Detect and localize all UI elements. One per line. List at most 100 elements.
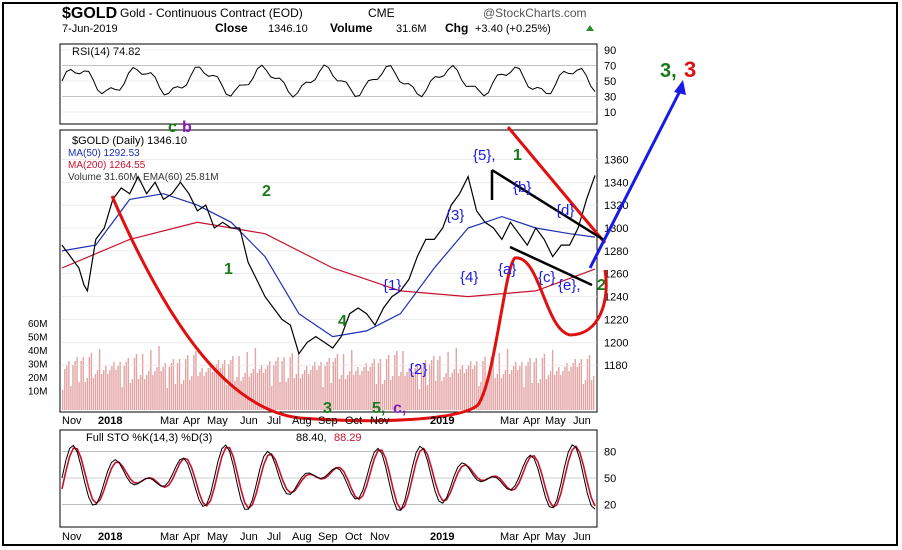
volume-bar <box>180 384 183 410</box>
price-tick-label: 1200 <box>604 337 628 349</box>
symbol-title: $GOLD <box>62 5 117 22</box>
volume-bar <box>381 384 384 410</box>
volume-bar <box>394 355 396 410</box>
sto-tick-label: 50 <box>604 473 616 485</box>
volume-bar <box>289 357 291 410</box>
volume-bar <box>513 366 515 410</box>
volume-bar <box>469 361 472 410</box>
volume-bar <box>308 374 310 410</box>
price-tick-label: 1220 <box>604 314 628 326</box>
volume-bar <box>193 355 195 410</box>
volume-bar <box>474 365 476 410</box>
rsi-tick-label: 70 <box>604 61 616 73</box>
volume-bar <box>66 365 68 410</box>
volume-bar <box>396 351 398 410</box>
volume-bar <box>76 357 78 410</box>
volume-bar <box>564 367 566 410</box>
volume-bar <box>324 366 326 410</box>
volume-bar <box>414 368 416 410</box>
volume-bar <box>78 382 80 410</box>
volume-bar <box>508 374 511 410</box>
volume-bar <box>346 375 349 410</box>
volume-bar <box>146 375 148 410</box>
target-green-3: 3, <box>660 60 677 82</box>
volume-bar <box>375 384 378 410</box>
volume-bar <box>582 384 585 410</box>
sto-tick-label: 80 <box>604 447 616 459</box>
sto-d-line <box>61 445 596 511</box>
volume-bar <box>332 362 334 410</box>
volume-bar <box>461 365 464 410</box>
x-axis-label: Oct <box>345 531 362 543</box>
volume-bar <box>439 356 441 410</box>
exchange-label: CME <box>368 6 395 20</box>
wave-blue-d: {d} <box>556 202 574 219</box>
volume-bar <box>543 354 546 410</box>
volume-bar <box>467 365 470 410</box>
instrument-name: Gold - Continuous Contract (EOD) <box>120 6 303 20</box>
volume-bar <box>351 350 353 410</box>
volume-bar <box>535 358 537 410</box>
volume-bar <box>455 348 457 410</box>
wave-green-4: 4 <box>338 313 347 330</box>
x-axis-label: May <box>545 531 566 543</box>
x-axis-label: Jun <box>240 415 258 427</box>
x-axis-label: Nov <box>370 415 390 427</box>
volume-value: 31.6M <box>396 23 427 35</box>
rsi-tick-label: 50 <box>604 76 616 88</box>
volume-bar <box>402 351 404 410</box>
sto-k-line <box>61 444 596 511</box>
volume-bar <box>428 364 431 410</box>
volume-bar <box>517 370 519 410</box>
volume-bar <box>156 367 158 410</box>
volume-bar <box>326 362 328 410</box>
volume-bar <box>254 348 257 410</box>
brand-label: @StockCharts.com <box>483 6 587 20</box>
volume-bar <box>248 377 250 410</box>
volume-bar <box>371 363 373 410</box>
volume-bar <box>217 360 220 410</box>
volume-bar <box>285 382 287 410</box>
volume-bar <box>316 370 318 410</box>
close-value: 1346.10 <box>268 23 308 35</box>
volume-bar <box>365 363 367 410</box>
volume-bar <box>72 365 74 410</box>
volume-bar <box>549 371 552 410</box>
volume-bar <box>234 381 236 410</box>
x-axis-label: May <box>207 531 228 543</box>
price-legend: $GOLD (Daily) 1346.10 <box>72 135 187 147</box>
volume-bar <box>84 382 86 410</box>
wave-blue-5: {5}, <box>473 147 496 164</box>
volume-bar <box>283 357 285 410</box>
sto-label: Full STO %K(14,3) %D(3) <box>86 432 212 444</box>
volume-bar <box>539 379 542 410</box>
x-axis-label: 2019 <box>430 415 454 427</box>
price-tick-label: 1260 <box>604 269 628 281</box>
chg-value: +3.40 (+0.25%) <box>475 23 551 35</box>
volume-bar <box>113 362 115 410</box>
x-axis-label: May <box>207 415 228 427</box>
volume-tick-label: 50M <box>28 333 47 344</box>
volume-bar <box>238 356 240 410</box>
x-axis-price: Nov 2018 Mar Apr May Jun Jul Aug Sep Oct Nov 2019 Ma… <box>62 415 591 427</box>
x-axis-label: Mar <box>500 531 519 543</box>
volume-bar <box>226 385 228 410</box>
volume-bar <box>390 380 392 410</box>
volume-bar <box>406 372 408 410</box>
volume-bar <box>342 354 345 410</box>
blue-projection-arrow <box>588 84 685 269</box>
volume-bar <box>203 376 205 410</box>
sto-k-value: 88.40, <box>296 432 327 444</box>
volume-bar <box>293 378 296 410</box>
volume-bar <box>435 381 437 410</box>
volume-bar <box>258 369 261 410</box>
volume-bar <box>433 356 435 410</box>
volume-bar <box>92 378 95 410</box>
x-axis-label: Sep <box>318 415 338 427</box>
volume-bar <box>572 363 574 410</box>
volume-bar <box>504 370 507 410</box>
volume-bar <box>164 363 166 410</box>
date-label: 7-Jun-2019 <box>62 23 118 35</box>
volume-bar <box>275 361 277 410</box>
